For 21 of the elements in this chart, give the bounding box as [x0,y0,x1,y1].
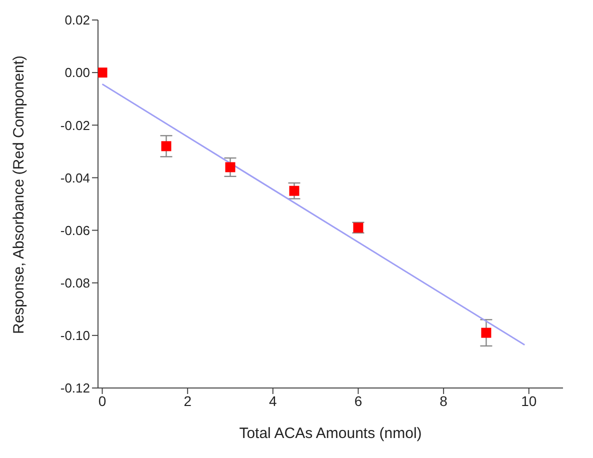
y-tick-label: -0.04 [60,170,90,186]
point [161,141,172,152]
x-tick-label: 8 [440,392,448,409]
x-tick-label: 4 [269,392,278,409]
y-tick-label: -0.02 [60,118,90,133]
y-axis-title: Response, Absorbance (Red Component) [10,56,28,334]
y-tick-label: -0.10 [60,328,90,344]
x-axis-title: Total ACAs Amounts (nmol) [239,425,422,442]
y-tick-label: -0.06 [60,222,90,238]
point [289,186,300,196]
x-tick-label: 6 [354,392,362,409]
point [98,68,108,78]
x-tick-label: 2 [184,392,192,409]
point [225,162,236,172]
y-tick-label: 0.02 [64,12,90,28]
y-tick-label: -0.12 [60,380,90,396]
y-tick-label: -0.08 [60,275,90,290]
point [481,328,492,338]
x-tick-label: 0 [98,392,106,409]
y-tick-label: 0.00 [64,65,90,80]
x-tick-label: 10 [521,392,537,409]
